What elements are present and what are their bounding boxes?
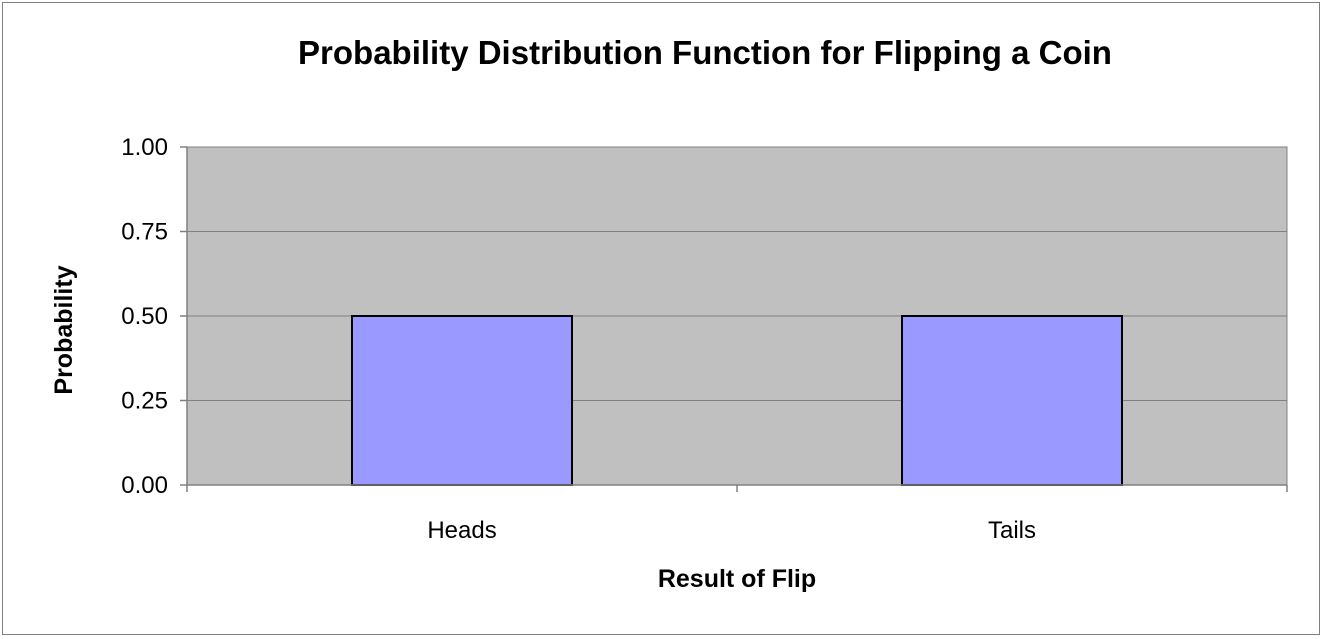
x-tick-label: Tails	[988, 517, 1036, 544]
x-tick-label: Heads	[427, 517, 496, 544]
chart-title: Probability Distribution Function for Fl…	[298, 34, 1112, 71]
y-tick-label: 1.00	[121, 134, 168, 161]
bar-heads	[351, 315, 573, 486]
y-tick-label: 0.50	[121, 303, 168, 330]
y-tick-label: 0.25	[121, 388, 168, 415]
x-axis-ticks: Heads Tails	[186, 485, 1288, 544]
bars	[351, 315, 1123, 486]
bar-tails	[901, 315, 1123, 486]
y-axis-title: Probability	[50, 265, 78, 394]
y-axis-ticks: 0.00 0.25 0.50 0.75 1.00	[121, 134, 187, 499]
y-tick-label: 0.75	[121, 219, 168, 246]
x-axis-title: Result of Flip	[658, 565, 816, 593]
y-tick-label: 0.00	[121, 472, 168, 499]
